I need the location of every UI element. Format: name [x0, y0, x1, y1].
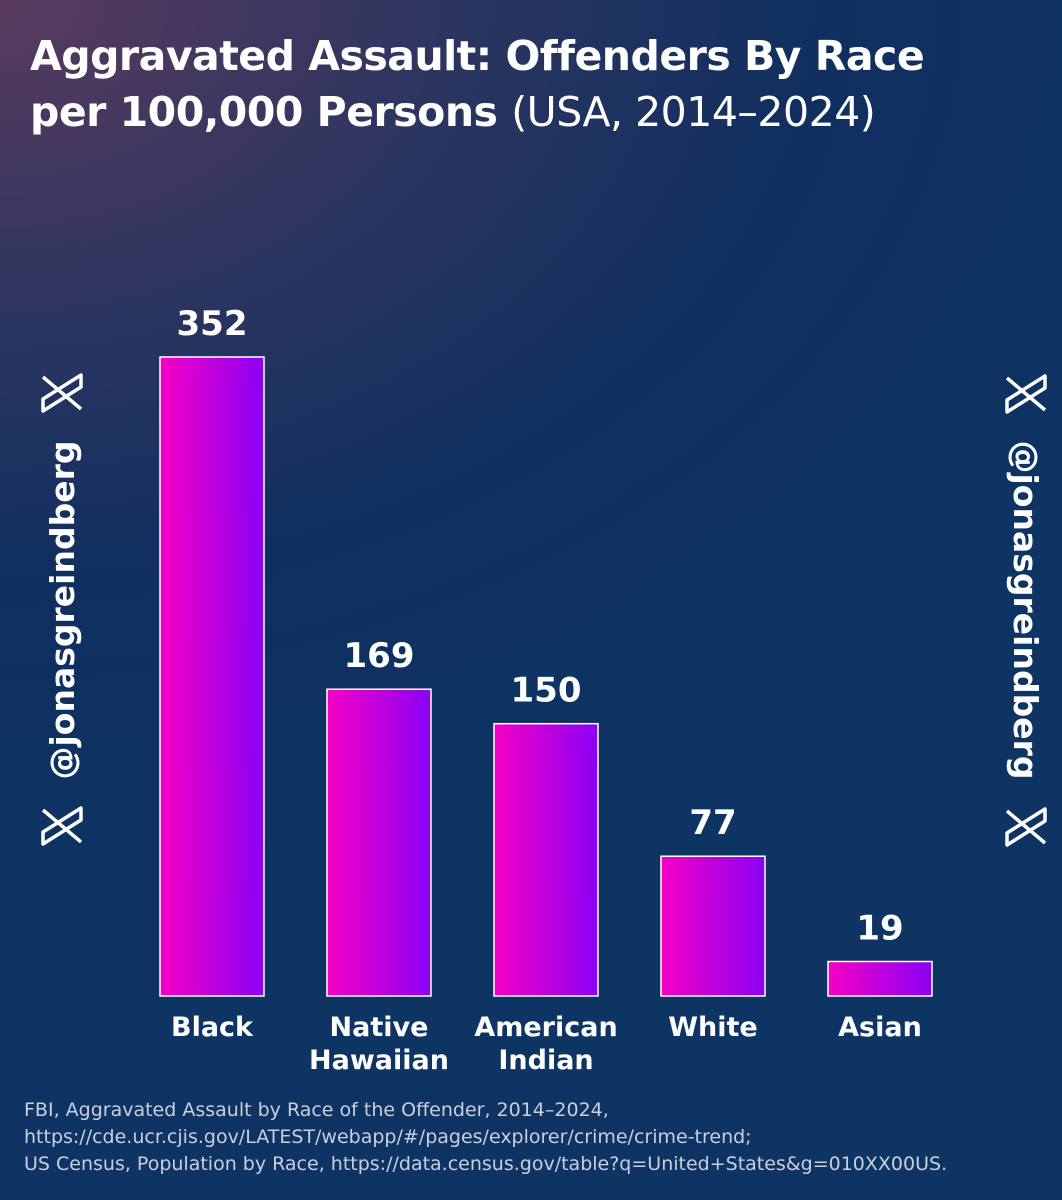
x-logo-icon: [1003, 371, 1049, 417]
data-label: 77: [689, 803, 736, 843]
category-label: Black: [171, 1012, 254, 1043]
category-label: White: [668, 1012, 757, 1043]
source-note: FBI, Aggravated Assault by Race of the O…: [24, 1097, 1044, 1178]
title-line-1: Aggravated Assault: Offenders By Race: [30, 32, 925, 80]
category-label: Native Hawaiian: [309, 1012, 449, 1076]
watermark-handle: @jonasgreindberg: [1006, 440, 1046, 780]
source-line: US Census, Population by Race, https://d…: [24, 1153, 948, 1175]
category-label: American Indian: [474, 1012, 617, 1076]
watermark-right: @jonasgreindberg: [1001, 373, 1051, 847]
bars: [159, 356, 933, 997]
bar: [827, 960, 933, 997]
source-line: https://cde.ucr.cjis.gov/LATEST/webapp/#…: [24, 1126, 752, 1148]
data-label: 169: [344, 636, 415, 676]
data-label: 19: [856, 909, 903, 949]
category-label: Asian: [838, 1012, 922, 1043]
bar: [159, 356, 265, 997]
data-labels: 352 169 150 77 19: [177, 304, 904, 949]
x-logo-icon: [39, 371, 85, 417]
data-label: 150: [511, 671, 582, 711]
x-logo-icon: [39, 804, 85, 850]
category-labels: Black Native Hawaiian American Indian White As…: [171, 1012, 922, 1076]
watermark-left: @jonasgreindberg: [37, 373, 87, 847]
bar: [493, 722, 599, 997]
title-line-2-bold: per 100,000 Persons: [30, 88, 498, 136]
bar: [660, 855, 766, 997]
source-line: FBI, Aggravated Assault by Race of the O…: [24, 1099, 609, 1121]
chart-title: Aggravated Assault: Offenders By Race pe…: [30, 28, 1040, 140]
watermark-handle: @jonasgreindberg: [42, 440, 82, 780]
title-line-2-subtitle: (USA, 2014–2024): [511, 88, 876, 136]
data-label: 352: [177, 304, 248, 344]
bar: [326, 688, 432, 997]
x-logo-icon: [1003, 804, 1049, 850]
